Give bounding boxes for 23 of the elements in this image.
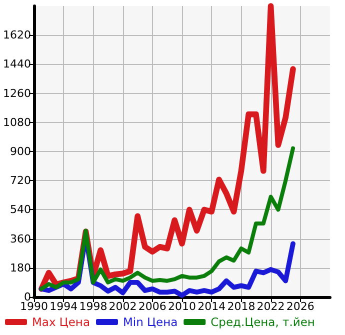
y-tick-label: 900 (10, 145, 31, 158)
x-tick-label: 2022 (256, 300, 285, 313)
x-tick-label: 2018 (227, 300, 256, 313)
y-tick-label: 360 (10, 232, 31, 246)
y-tick-label: 1620 (2, 28, 31, 42)
y-tick-label: 720 (10, 174, 31, 188)
y-tick-label: 540 (10, 203, 31, 216)
legend-label: Max Цена (32, 315, 90, 329)
x-tick-label: 1994 (50, 300, 78, 313)
y-tick-label: 1440 (2, 58, 31, 71)
y-tick-label: 180 (10, 261, 31, 274)
x-tick-label: 2002 (108, 300, 137, 313)
legend-label: Min Цена (123, 315, 178, 329)
y-tick-label: 1080 (2, 116, 31, 129)
legend-label: Сред.Цена, т.йен (210, 315, 315, 329)
x-tick-label: 1998 (79, 300, 108, 313)
line-series (39, 146, 295, 291)
y-tick-label: 1260 (2, 86, 31, 100)
x-tick-label: 1990 (20, 300, 48, 313)
x-tick-label: 2014 (198, 300, 226, 313)
x-tick-label: 2010 (168, 300, 196, 313)
x-tick-label: 2026 (286, 300, 314, 313)
x-tick-label: 2006 (138, 300, 166, 313)
